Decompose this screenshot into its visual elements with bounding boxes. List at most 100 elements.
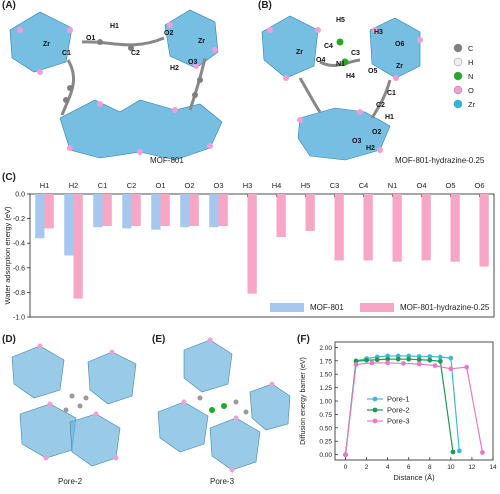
legend-swatch [453, 57, 463, 67]
panel-f: (F) 0.00 0.25 0.50 0.75 1.00 1.25 1.50 1.75 2.00… [295, 332, 500, 494]
x-tick-label: 4 [386, 464, 390, 471]
panel-e-label: (E) [152, 334, 166, 345]
atom-label: O3 [352, 138, 361, 145]
legend-label: MOF-801-hydrazine-0.25 [400, 303, 490, 312]
panel-c: (C) 0.0 -0.2 -0.4 -0.6 -0.8 -1.0 Water adsorpt… [0, 172, 500, 332]
data-point [427, 354, 433, 359]
y-tick-label: -0.4 [13, 241, 25, 248]
panel-a-label: (A) [2, 0, 16, 11]
bar [421, 194, 431, 261]
x-tick-label: 8 [428, 464, 432, 471]
category-label: H1 [40, 181, 50, 190]
atom-label: Zr [296, 49, 303, 56]
data-point [427, 357, 433, 363]
y-tick-label: -0.6 [13, 265, 25, 272]
y-tick-label: -1.0 [13, 315, 25, 322]
legend-label: Pore-1 [387, 395, 410, 404]
category-label: H4 [272, 181, 282, 190]
bar [209, 194, 219, 228]
data-point [432, 363, 438, 368]
category-label: C2 [127, 181, 137, 190]
data-point [364, 357, 369, 363]
atom-label: H1 [385, 114, 394, 121]
category-label: H2 [69, 181, 79, 190]
legend-swatch [453, 71, 463, 81]
y-tick-label: 1.75 [319, 358, 332, 365]
atom-label: O2 [164, 30, 173, 37]
atom-label: C2 [131, 50, 140, 57]
y-tick-label: 0.0 [15, 192, 25, 199]
data-point [480, 450, 485, 455]
plot-frame [29, 193, 495, 318]
panel-e-caption: Pore-3 [210, 477, 235, 486]
pore-2-structure [11, 343, 137, 467]
y-tick-label: 1.00 [319, 399, 332, 406]
atom-label: O1 [86, 35, 95, 42]
bar [122, 194, 132, 229]
y-tick-label: 0.00 [319, 452, 332, 459]
legend-marker [372, 418, 378, 424]
bar [450, 194, 460, 262]
bar [35, 194, 45, 239]
atom-label: O6 [395, 41, 404, 48]
category-label: O2 [184, 181, 194, 190]
legend-label: Pore-3 [387, 417, 410, 426]
x-tick-label: 14 [489, 464, 497, 471]
panel-c-label: (C) [2, 172, 16, 183]
y-tick-label: 2.00 [319, 345, 332, 352]
data-point [385, 360, 391, 366]
atom-label: C1 [62, 50, 71, 57]
category-label: N1 [388, 181, 398, 190]
bar [276, 194, 286, 238]
mof-801-structure [9, 9, 223, 161]
data-point [374, 357, 380, 363]
x-axis-label: Distance (Å) [393, 473, 435, 482]
mof-801-hydrazine-structure [261, 15, 423, 161]
y-tick-label: 0.50 [319, 425, 332, 432]
x-tick-label: 0 [344, 464, 348, 471]
data-point [437, 358, 443, 364]
panel-b: (B) H5 C4 C3 N1 H4 O4 Zr H3 O6 O5 Zr C1 C2 H1 O2 O3 H2 C… [0, 0, 500, 170]
y-axis-label: Water adsorption energy (eV) [3, 206, 12, 305]
legend-label: Zr [468, 100, 476, 109]
data-point [353, 362, 359, 367]
bar [363, 194, 373, 261]
data-point [343, 452, 348, 458]
atom-label: O5 [368, 68, 377, 75]
bar [334, 194, 344, 261]
atom-label: C1 [387, 90, 396, 97]
legend-label: C [468, 44, 474, 53]
legend-label: N [468, 72, 473, 81]
atom-label: H2 [170, 65, 179, 72]
legend-label: O [468, 86, 474, 95]
data-point [416, 361, 422, 367]
panel-b-caption: MOF-801-hydrazine-0.25 [395, 156, 485, 165]
category-label: O6 [474, 181, 484, 190]
category-label: C3 [330, 181, 340, 190]
y-tick-label: 1.25 [319, 385, 332, 392]
category-label: O1 [155, 181, 165, 190]
data-point [401, 361, 406, 366]
y-tick-label: -0.8 [13, 290, 25, 297]
atom-label: O2 [372, 129, 381, 136]
data-point [464, 364, 470, 370]
x-tick-label: 10 [447, 464, 455, 471]
data-point [406, 356, 412, 362]
category-label: C1 [98, 181, 108, 190]
legend-label: H [468, 58, 473, 67]
legend-marker [372, 407, 378, 413]
adsorption-bar-chart: 0.0 -0.2 -0.4 -0.6 -0.8 -1.0 Water adsorption … [3, 181, 495, 322]
bar [392, 194, 402, 262]
data-point [450, 449, 456, 455]
atom-label: H1 [110, 23, 119, 30]
bar [151, 194, 161, 230]
data-point [437, 354, 443, 360]
legend-swatch [453, 85, 463, 95]
data-point [448, 355, 454, 361]
x-tick-label: 6 [407, 464, 411, 471]
category-label: C4 [359, 181, 369, 190]
atom-label: O3 [188, 59, 197, 66]
diffusion-line-chart: 0.00 0.25 0.50 0.75 1.00 1.25 1.50 1.75 2.00 0 2 4 6… [300, 341, 497, 482]
legend-label: MOF-801 [310, 303, 344, 312]
